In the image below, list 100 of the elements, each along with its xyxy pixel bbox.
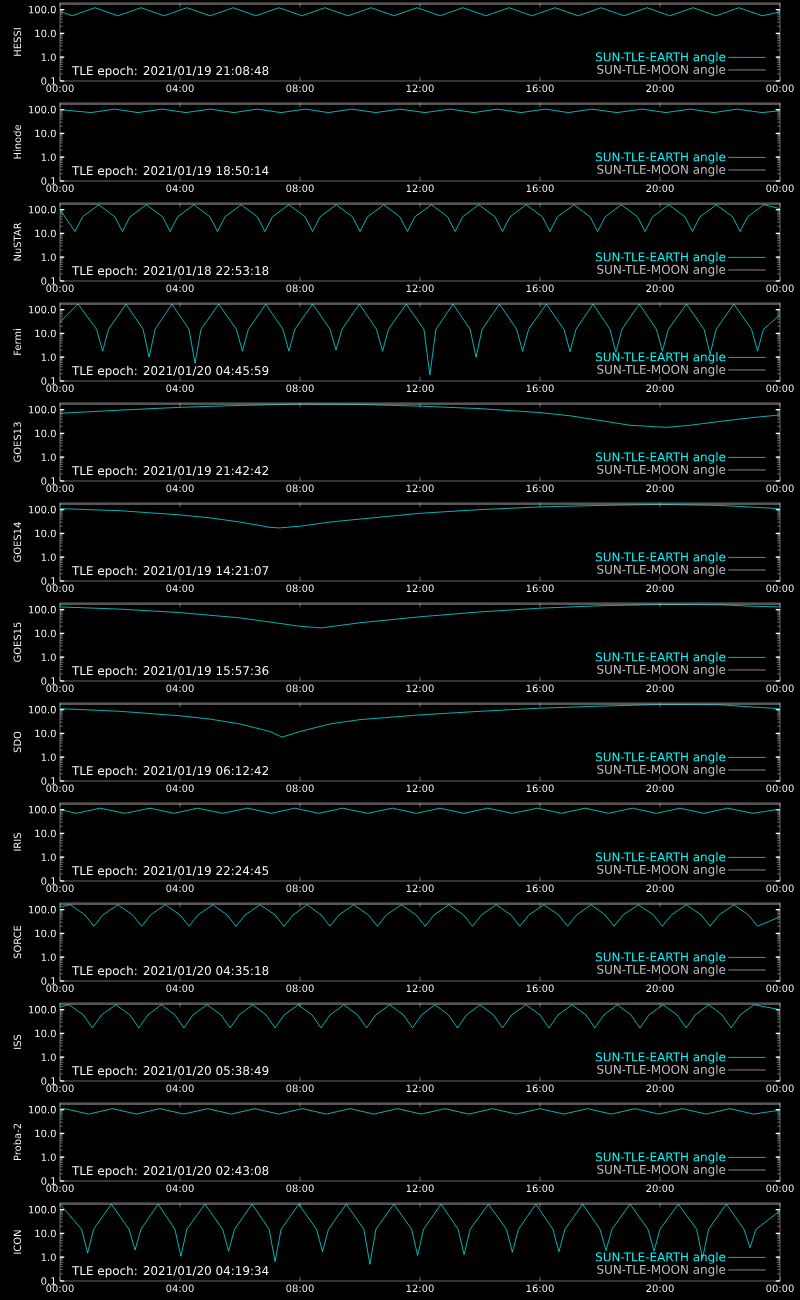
x-tick-label: 16:00 [526, 884, 554, 893]
x-tick-label: 00:00 [766, 1284, 794, 1293]
y-tick-label: 100.0 [29, 505, 56, 514]
y-tick-label: 0.1 [41, 177, 56, 185]
x-tick-label: 12:00 [406, 884, 434, 893]
x-tick-label: 12:00 [406, 184, 434, 193]
x-tick-label: 00:00 [766, 984, 794, 993]
x-tick-label: 00:00 [766, 484, 794, 493]
x-tick-label: 16:00 [526, 1284, 554, 1293]
annotation: TLE epoch: 2021/01/20 04:35:18 [71, 965, 269, 978]
x-tick-label: 12:00 [406, 684, 434, 693]
x-tick-label: 00:00 [766, 84, 794, 93]
legend-label: SUN-TLE-EARTH angle [595, 352, 726, 364]
annotation: TLE epoch: 2021/01/19 18:50:14 [71, 165, 269, 178]
line-series [60, 504, 781, 529]
x-tick-label: 12:00 [406, 984, 434, 993]
y-tick-label: 1.0 [41, 53, 56, 61]
x-tick-label: 00:00 [46, 384, 74, 393]
line-series [60, 1004, 781, 1029]
x-tick-label: 04:00 [166, 284, 194, 293]
x-tick-label: 12:00 [406, 1084, 434, 1093]
x-tick-label: 16:00 [526, 1084, 554, 1093]
legend-label: SUN-TLE-MOON angle [597, 564, 726, 577]
y-tick-label: 0.1 [41, 877, 56, 885]
x-tick-label: 16:00 [526, 684, 554, 693]
x-tick-label: 16:00 [526, 1184, 554, 1193]
legend-label: SUN-TLE-MOON angle [597, 1064, 726, 1077]
x-tick-label: 08:00 [286, 184, 314, 193]
annotation: TLE epoch: 2021/01/19 14:21:07 [71, 565, 269, 578]
annotation: TLE epoch: 2021/01/19 06:12:42 [71, 765, 268, 778]
y-tick-label: 0.1 [41, 1077, 56, 1085]
legend-label: SUN-TLE-MOON angle [597, 1264, 726, 1277]
legend-label: SUN-TLE-MOON angle [597, 164, 726, 177]
legend-label: SUN-TLE-EARTH angle [595, 252, 726, 264]
x-tick-label: 16:00 [526, 284, 554, 293]
x-tick-label: 04:00 [166, 684, 194, 693]
annotation: TLE epoch: 2021/01/20 02:43:08 [71, 1165, 269, 1178]
x-tick-label: 00:00 [766, 1084, 794, 1093]
y-tick-label: 100.0 [29, 1105, 56, 1114]
x-tick-label: 00:00 [766, 1184, 794, 1193]
x-tick-label: 20:00 [646, 784, 674, 793]
x-tick-label: 04:00 [166, 984, 194, 993]
x-tick-label: 20:00 [646, 84, 674, 93]
line-series [60, 7, 781, 17]
x-tick-label: 04:00 [166, 384, 194, 393]
y-tick-label: 10.0 [35, 929, 56, 938]
x-tick-label: 20:00 [646, 1184, 674, 1193]
x-tick-label: 16:00 [526, 984, 554, 993]
x-tick-label: 00:00 [766, 684, 794, 693]
y-tick-label: 100.0 [29, 105, 56, 114]
line-series [60, 303, 781, 376]
x-tick-label: 00:00 [46, 884, 74, 893]
x-tick-label: 00:00 [46, 484, 74, 493]
y-tick-label: 1.0 [41, 853, 56, 861]
y-tick-label: 10.0 [35, 1029, 56, 1038]
x-tick-label: 16:00 [526, 184, 554, 193]
line-series [60, 204, 781, 232]
y-tick-label: 10.0 [35, 829, 56, 838]
x-tick-label: 04:00 [166, 184, 194, 193]
x-tick-label: 00:00 [46, 284, 74, 293]
legend-label: SUN-TLE-MOON angle [597, 64, 726, 77]
x-tick-label: 00:00 [766, 884, 794, 893]
x-tick-label: 12:00 [406, 384, 434, 393]
annotation: TLE epoch: 2021/01/20 05:38:49 [71, 1065, 269, 1078]
x-tick-label: 12:00 [406, 784, 434, 793]
x-tick-label: 00:00 [46, 1184, 74, 1193]
x-tick-label: 00:00 [46, 584, 74, 593]
legend-label: SUN-TLE-EARTH angle [595, 152, 726, 164]
x-tick-label: 00:00 [766, 384, 794, 393]
y-tick-label: 0.1 [41, 277, 56, 285]
y-tick-label: 0.1 [41, 77, 56, 85]
annotation: TLE epoch: 2021/01/19 21:08:48 [71, 65, 269, 78]
x-tick-label: 04:00 [166, 484, 194, 493]
x-tick-label: 12:00 [406, 84, 434, 93]
y-tick-label: 1.0 [41, 1253, 56, 1261]
y-tick-label: 10.0 [35, 429, 56, 438]
legend-label: SUN-TLE-MOON angle [597, 264, 726, 277]
y-tick-label: 1.0 [41, 753, 56, 761]
y-tick-label: 1.0 [41, 1053, 56, 1061]
legend-label: SUN-TLE-EARTH angle [595, 1152, 726, 1164]
y-axis-title: Proba-2 [13, 1123, 22, 1161]
x-tick-label: 00:00 [766, 284, 794, 293]
line-series [60, 704, 781, 738]
y-tick-label: 100.0 [29, 805, 56, 814]
x-tick-label: 08:00 [286, 484, 314, 493]
y-tick-label: 1.0 [41, 353, 56, 361]
line-series [60, 904, 781, 927]
annotation: TLE epoch: 2021/01/20 04:45:59 [71, 365, 269, 378]
y-tick-label: 1.0 [41, 1153, 56, 1161]
x-tick-label: 20:00 [646, 984, 674, 993]
y-axis-title: GOES14 [13, 522, 22, 562]
x-tick-label: 16:00 [526, 384, 554, 393]
legend-label: SUN-TLE-EARTH angle [595, 852, 726, 864]
x-tick-label: 00:00 [766, 584, 794, 593]
x-tick-label: 20:00 [646, 684, 674, 693]
y-tick-label: 100.0 [29, 705, 56, 714]
legend-label: SUN-TLE-EARTH angle [595, 652, 726, 664]
x-tick-label: 08:00 [286, 84, 314, 93]
annotation: TLE epoch: 2021/01/19 15:57:36 [71, 665, 269, 678]
y-axis-title: ICON [13, 1230, 22, 1254]
